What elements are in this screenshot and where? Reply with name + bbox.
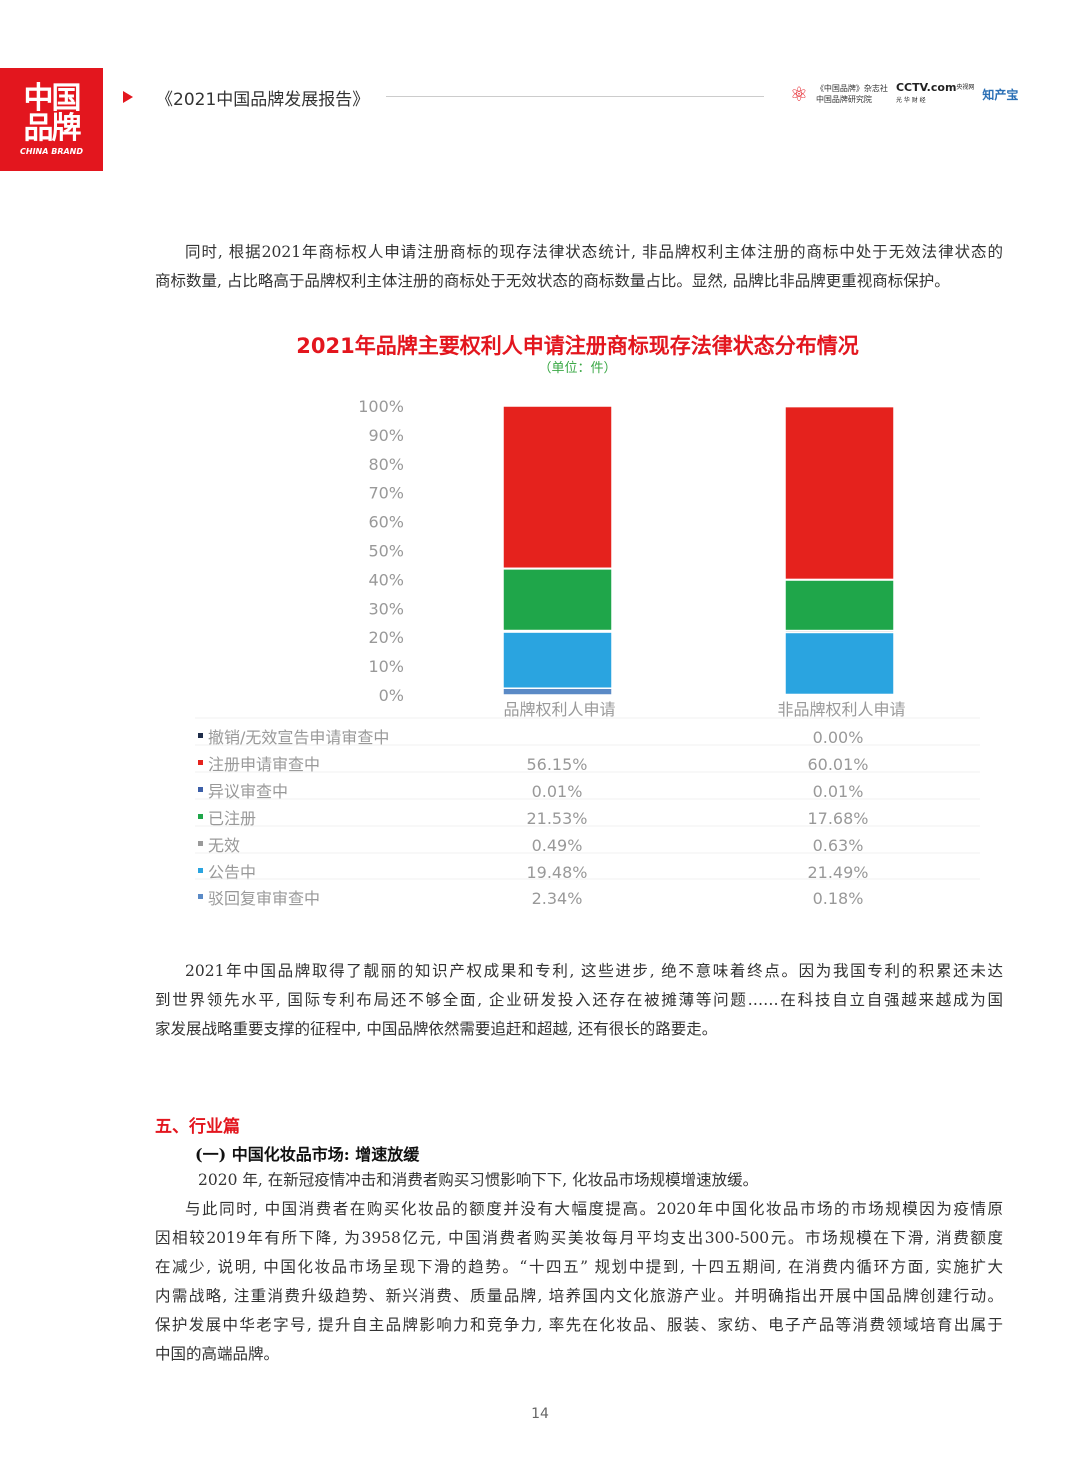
data-label: 17.68% [807,809,868,828]
china-brand-logo: 中国 品牌 CHINA BRAND [0,68,103,171]
legend-label: 无效 [208,836,240,855]
text-line: 与此同时, 中国消费者在购买化妆品的额度并没有大幅度提高。2020年中国化妆品市… [185,1200,1003,1218]
bar-segment [784,631,895,696]
logo-text: 品牌 [23,111,82,146]
legend-swatch [198,841,203,846]
y-tick-label: 80% [368,455,404,474]
bar-segment [502,567,613,632]
data-label: 0.00% [813,728,864,747]
report-title: 《2021中国品牌发展报告》 [156,90,370,110]
y-tick-label: 30% [368,599,404,618]
y-tick-label: 10% [368,657,404,676]
legend-label: 异议审查中 [208,782,288,801]
stacked-bar-chart: 0% 10% 20% 30% 40% 50% 60% 70% 80% 90% 100% 品牌权利人申请… [195,397,980,908]
data-label: 2.34% [532,889,583,908]
y-tick-label: 50% [368,542,404,561]
bar-segment [784,405,895,581]
data-label: 19.48% [526,863,587,882]
chart-title: 2021年品牌主要权利人申请注册商标现存法律状态分布情况 [296,334,859,358]
logo-text: CHINA BRAND [20,147,83,156]
text-line: 在减少, 说明, 中国化妆品市场呈现下滑的趋势。“十四五” 规划中提到, 十四五… [155,1258,1003,1276]
data-label: 60.01% [807,755,868,774]
bar-segment [502,631,613,689]
bar-segment [502,405,613,570]
category-label: 非品牌权利人申请 [777,700,905,719]
text-line: 中国的高端品牌。 [155,1345,280,1363]
data-label: 0.63% [813,836,864,855]
paragraph: 与此同时, 中国消费者在购买化妆品的额度并没有大幅度提高。2020年中国化妆品市… [155,1195,1003,1369]
legend-swatch [198,868,203,873]
chart-subtitle: （单位：件） [538,361,617,376]
text-line: 因相较2019年有所下降, 为3958亿元, 中国消费者购买美妆每月平均支出30… [155,1229,1003,1247]
legend-label: 驳回复审审查中 [208,889,320,908]
legend-label: 撤销/无效宣告申请审查中 [208,728,389,747]
cctv-subtitle: 光 华 财 经 [895,97,926,104]
legend-label: 公告中 [208,863,256,882]
intro-paragraph: 同时, 根据2021年商标权人申请注册商标的现存法律状态统计, 非品牌权利主体注… [155,238,1003,296]
data-label: 21.53% [526,809,587,828]
text-line: 2020 年, 在新冠疫情冲击和消费者购买习惯影响下下, 化妆品市场规模增速放缓… [198,1171,759,1189]
bar-segment [784,578,895,632]
text-line: 家发展战略重要支撑的征程中, 中国品牌依然需要追赶和超越, 还有很长的路要走。 [155,1020,718,1038]
y-tick-label: 60% [368,513,404,532]
partner-name: 《中国品牌》杂志社 [815,84,888,93]
zhichanbao-logo: 知产宝 [982,87,1019,102]
data-label: 21.49% [807,863,868,882]
cctv-name: CCTV.com [895,81,957,94]
text-line: 保护发展中华老字号, 提升自主品牌影响力和竞争力, 率先在化妆品、服装、家纺、电… [155,1316,1003,1334]
y-tick-label: 100% [358,397,404,416]
legend-swatch [198,814,203,819]
text-line: 内需战略, 注重消费升级趋势、新兴消费、质量品牌, 培养国内文化旅游产业。并明确… [155,1287,1003,1305]
cctv-chinese-name: 央视网 [956,84,975,91]
legend-label: 注册申请审查中 [208,755,320,774]
partner-logos: ⚛ 《中国品牌》杂志社 中国品牌研究院 CCTV.com央视网光 华 财 经 知产… [790,82,1018,106]
page-number: 14 [531,1406,549,1422]
paragraph: 2020 年, 在新冠疫情冲击和消费者购买习惯影响下下, 化妆品市场规模增速放缓… [198,1166,998,1195]
category-label: 品牌权利人申请 [503,700,615,719]
data-label: 0.18% [813,889,864,908]
partner-text: 《中国品牌》杂志社 中国品牌研究院 [816,83,888,105]
bar-segment [784,405,895,408]
bar-segment [502,687,613,696]
text-line: 2021年中国品牌取得了靓丽的知识产权成果和专利, 这些进步, 绝不意味着终点。… [185,962,1003,980]
legend-swatch [198,787,203,792]
triangle-marker-icon [123,91,133,103]
partner-name: 中国品牌研究院 [815,95,872,104]
text-line: 商标数量, 占比略高于品牌权利主体注册的商标处于无效状态的商标数量占比。显然, … [155,272,950,290]
legend-swatch [198,733,203,738]
text-line: 同时, 根据2021年商标权人申请注册商标的现存法律状态统计, 非品牌权利主体注… [185,243,1003,261]
china-brand-magazine-icon: ⚛ [790,82,808,106]
legend-label: 已注册 [208,809,256,828]
data-label: 0.01% [532,782,583,801]
y-tick-label: 90% [368,426,404,445]
legend-swatch [198,894,203,899]
subsection-heading: (一) 中国化妆品市场: 增速放缓 [195,1145,420,1164]
y-tick-label: 20% [368,628,404,647]
y-tick-label: 40% [368,570,404,589]
data-label: 0.49% [532,836,583,855]
data-label: 56.15% [526,755,587,774]
data-label: 0.01% [813,782,864,801]
legend-swatch [198,760,203,765]
y-tick-label: 70% [368,484,404,503]
text-line: 到世界领先水平, 国际专利布局还不够全面, 企业研发投入还存在被摊薄等问题……在… [155,991,1003,1009]
paragraph: 2021年中国品牌取得了靓丽的知识产权成果和专利, 这些进步, 绝不意味着终点。… [155,957,1003,1044]
cctv-logo: CCTV.com央视网光 华 财 经 [896,82,974,106]
header-divider [386,96,764,97]
y-tick-label: 0% [379,686,404,705]
section-heading: 五、行业篇 [155,1117,240,1137]
logo-text: 中国 [23,81,82,116]
